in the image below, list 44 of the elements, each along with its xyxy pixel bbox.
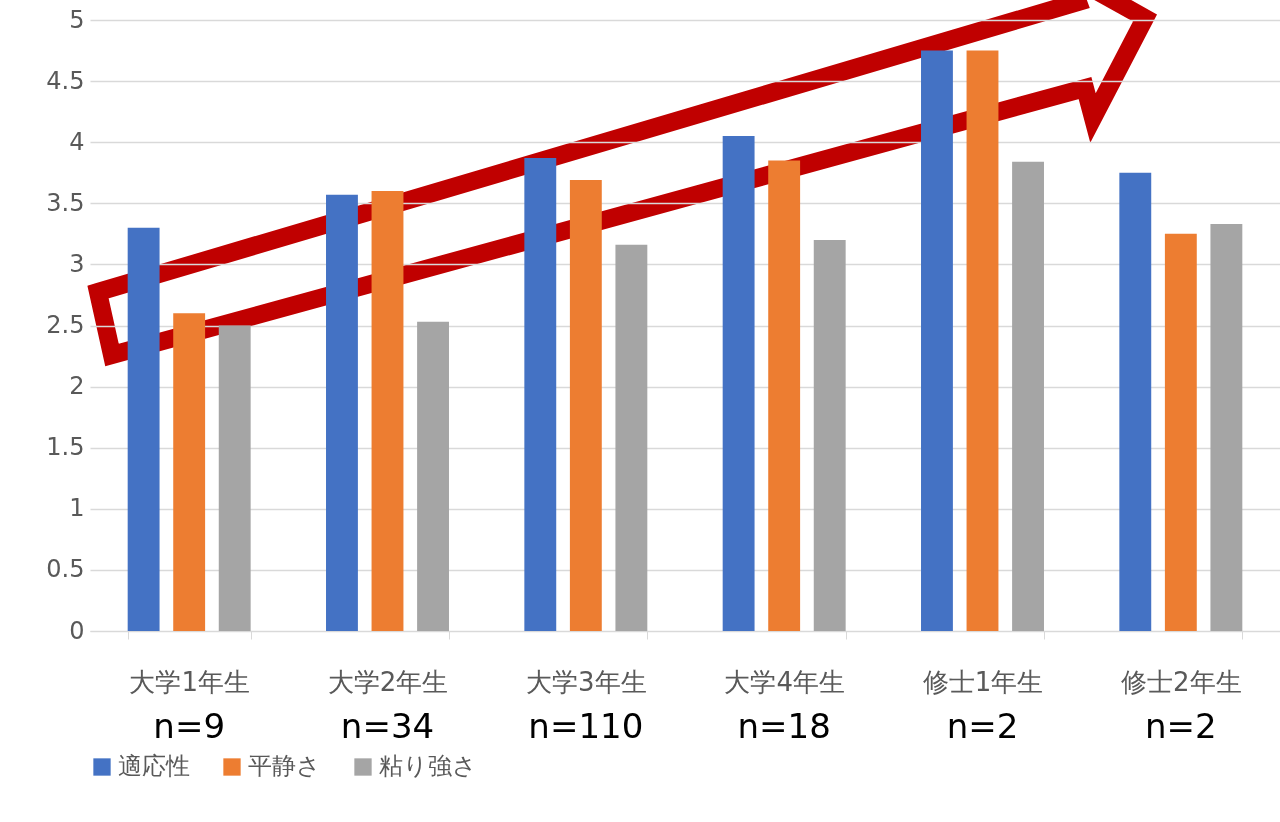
y-tick-label: 2 — [69, 372, 85, 401]
bar — [173, 313, 206, 631]
bar — [615, 244, 648, 631]
text: n=110 — [528, 706, 644, 746]
x-tick-label: 大学1年生 — [129, 666, 250, 697]
y-tick-label: 3 — [69, 249, 85, 278]
legend-label: 適応性 — [118, 752, 190, 780]
bar — [1210, 224, 1243, 631]
bar — [813, 239, 846, 631]
y-tick-label: 1.5 — [46, 433, 85, 462]
y-tick-label: 1 — [69, 494, 85, 523]
y-tick-label: 2.5 — [46, 311, 85, 339]
text: n=34 — [340, 706, 435, 746]
y-tick-label: 0.5 — [46, 555, 85, 584]
legend-label: 平静さ — [248, 752, 321, 780]
bar — [569, 180, 602, 631]
bar — [127, 227, 160, 631]
text: n=2 — [946, 706, 1019, 746]
bar — [768, 160, 801, 631]
bar — [722, 136, 755, 631]
bar — [1164, 233, 1197, 631]
y-tick-label: 4.5 — [46, 66, 85, 95]
bar — [966, 50, 999, 631]
x-tick-label: 修士1年生 — [922, 666, 1044, 697]
bar — [371, 191, 404, 631]
y-tick-label: 3.5 — [46, 188, 85, 217]
bar — [218, 325, 251, 631]
y-tick-label: 5 — [69, 5, 85, 34]
text: n=9 — [153, 706, 225, 746]
bar — [1012, 161, 1044, 631]
bar — [1119, 172, 1152, 631]
x-tick-label: 修士2年生 — [1121, 666, 1242, 697]
y-tick-label: 4 — [69, 127, 85, 156]
y-tick-label: 0 — [69, 616, 85, 645]
bar — [417, 321, 449, 631]
text: n=2 — [1145, 706, 1217, 746]
x-tick-label: 大学2年生 — [327, 666, 449, 697]
x-tick-label: 大学4年生 — [724, 666, 845, 697]
x-tick-label: 大学3年生 — [526, 666, 647, 697]
text: n=18 — [737, 706, 831, 746]
bar — [326, 194, 358, 631]
bar — [921, 50, 953, 631]
bar — [524, 158, 557, 631]
legend-label: 粘り強さ — [379, 752, 477, 780]
